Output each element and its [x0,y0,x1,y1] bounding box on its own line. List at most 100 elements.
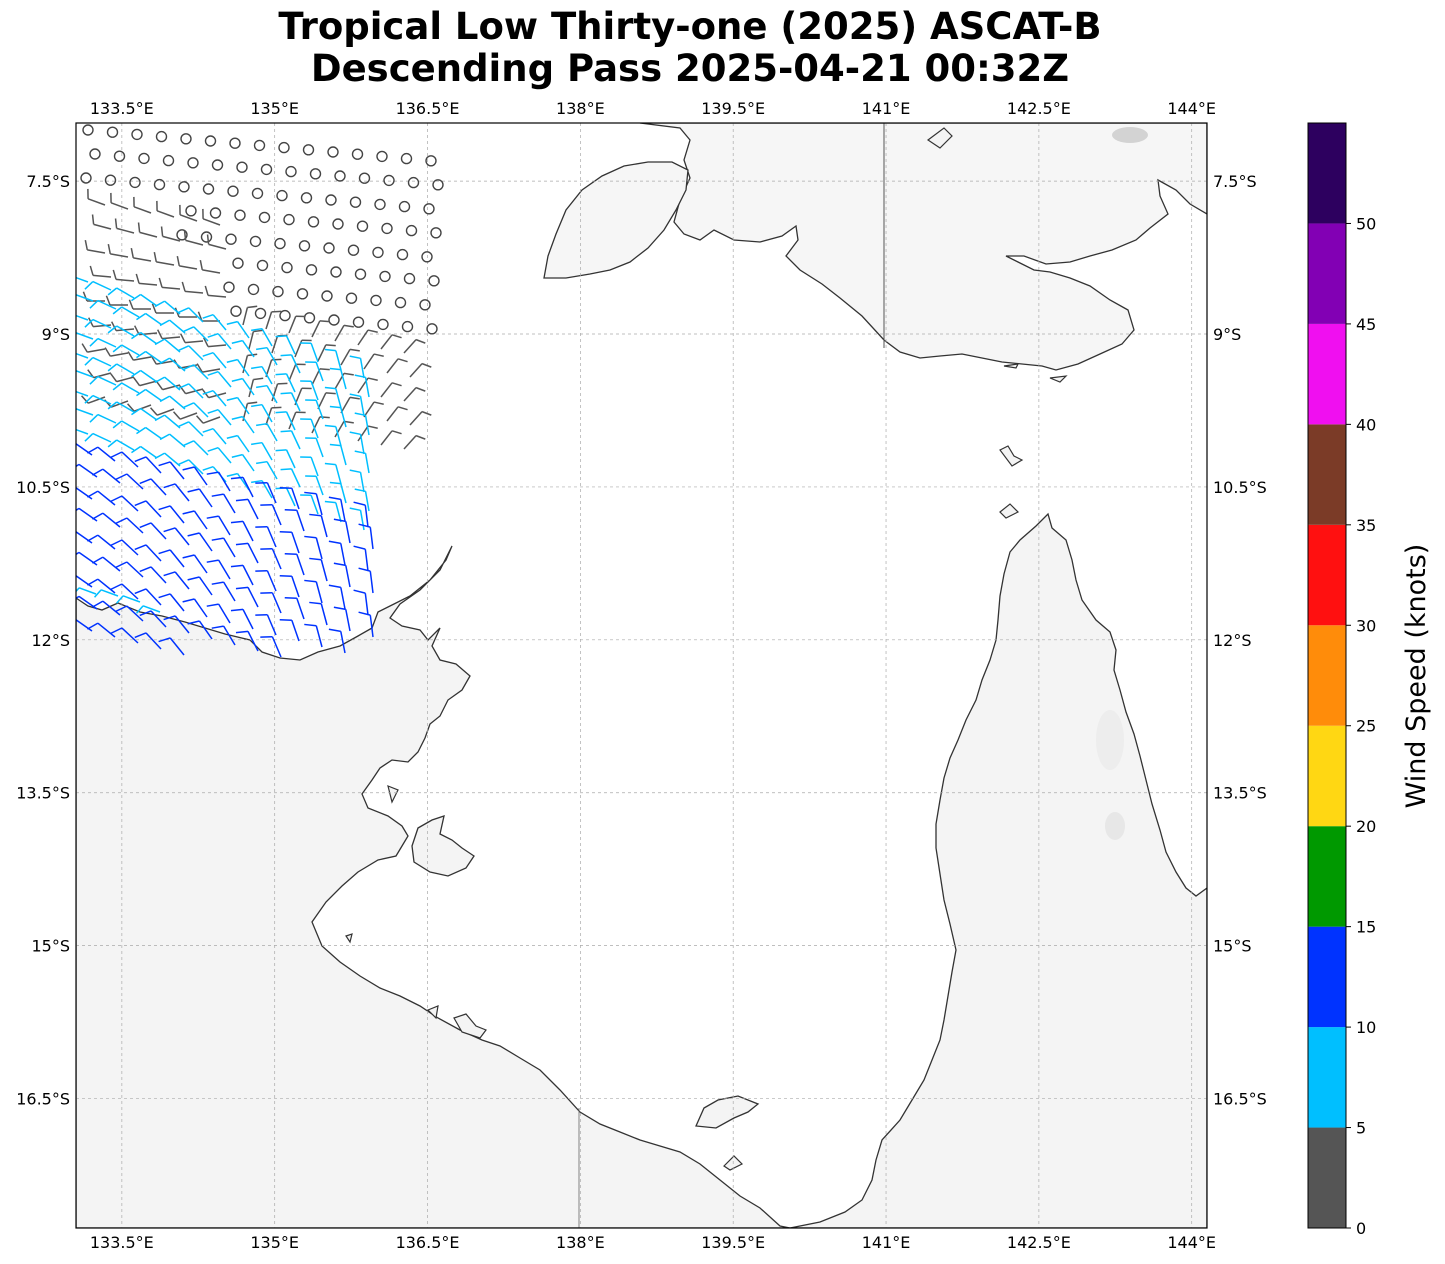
calm-wind-circle [305,264,318,276]
wind-barb-feather [251,403,263,408]
calm-wind-circle [430,227,442,239]
wind-barb [315,399,324,420]
lat-tick-label: 15°S [31,937,70,956]
wind-barb-feather [328,628,341,633]
wind-barb-feather [328,584,341,589]
calm-wind-circle [396,248,409,261]
wind-barb-feather [154,300,166,308]
wind-barb [290,392,301,412]
wind-barb-feather [89,414,99,423]
wind-barb [202,218,221,226]
wind-barb-feather [251,365,263,370]
wind-barb-feather [139,610,152,617]
wind-barb [102,468,121,484]
wind-barb-feather [329,443,341,447]
wind-barb-feather [247,401,258,405]
wind-barb-feather [107,363,118,372]
wind-barb-feather [139,522,152,529]
calm-wind-circle [407,176,420,189]
wind-barb-feather [354,374,366,379]
wind-barb [310,380,319,401]
wind-barb [121,495,139,512]
wind-barb-feather [333,562,346,567]
wind-barb-feather [62,427,69,435]
wind-barb-feather [182,598,195,603]
lon-tick-label: 138°E [556,99,605,118]
wind-barb [140,407,158,421]
land-mornington-island [695,1095,760,1129]
wind-barb [340,483,347,504]
wind-barb [193,440,209,456]
wind-barb-feather [110,627,123,634]
wind-barb-feather [89,265,94,276]
wind-barb-feather [107,325,118,334]
land-kolepom-island [543,161,689,279]
calm-wind-circle [401,320,414,333]
map-frame [75,122,1208,1229]
calm-wind-circle [425,155,437,167]
wind-barb-feather [358,611,371,616]
wind-barb [271,335,279,354]
wind-barb-feather [247,305,258,309]
colorbar-segment [1308,625,1346,726]
wind-barb-feather [87,578,99,586]
wind-barb-feather [87,534,99,542]
wind-barb-feather [163,615,176,621]
calm-wind-circle [328,314,340,326]
wind-barb [242,521,254,542]
wind-barb [248,331,255,350]
calm-wind-circle [376,150,388,163]
calm-wind-circle [345,292,358,304]
calm-wind-circle [278,141,290,154]
lat-tick-label: 7.5°S [1213,172,1257,191]
wind-barb [266,614,277,636]
wind-barb [145,544,162,562]
lat-tick-label: 13.5°S [16,784,70,803]
wind-barb [241,416,255,434]
wind-barb [409,363,423,378]
wind-barb [334,325,345,342]
lat-tick-label: 12°S [1213,631,1252,650]
wind-barb [76,276,89,283]
wind-barb [185,340,204,344]
wind-barb-feather [202,465,214,471]
wind-barb [121,344,140,356]
calm-wind-circle [211,159,224,171]
calm-wind-circle [258,211,271,224]
wind-barb [291,531,300,554]
wind-barb-feather [235,542,249,546]
wind-barb [145,456,162,474]
wind-barb-feather [226,396,238,401]
wind-barb [133,257,152,262]
wind-barb-feather [107,439,118,448]
wind-barb-feather [130,248,135,259]
calm-wind-circle [300,192,313,204]
wind-barb [116,328,135,332]
wind-barb [315,625,323,648]
wind-barb [198,576,213,596]
wind-barb-feather [110,451,123,458]
wind-barb [121,382,140,394]
wind-barb-feather [64,530,74,537]
colorbar-segment [1308,725,1346,827]
wind-barb-feather [231,339,243,344]
wind-barb-feather [107,287,118,296]
lon-ticks-bottom: 133.5°E 135°E 136.5°E 138°E 139.5°E 141°E 142.… [90,1233,1216,1252]
title-line-2: Descending Pass 2025-04-21 00:32Z [310,47,1070,90]
wind-barb [236,321,250,339]
colorbar-tick-label: 30 [1356,616,1376,635]
wind-barb [116,363,135,375]
wind-barb [236,397,250,415]
wind-barb-feather [324,500,336,504]
wind-barb-feather [391,430,402,435]
calm-wind-circle [276,189,288,202]
wind-barb-feather [104,347,111,357]
wind-barb [357,425,369,442]
wind-barb-feather [328,540,341,545]
wind-barb [266,423,278,442]
wind-barb-feather [204,285,209,296]
wind-barb-feather [391,334,402,339]
calm-wind-circle [89,148,101,160]
wind-barb [311,320,321,338]
wind-barb [320,603,328,626]
